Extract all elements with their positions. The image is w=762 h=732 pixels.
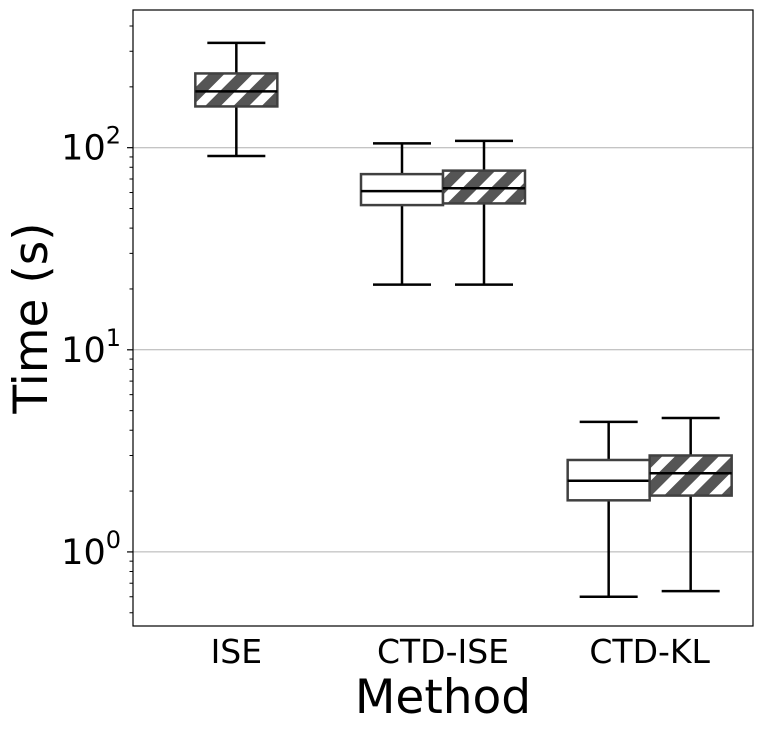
box-ctd-kl-hatched [648, 416, 733, 593]
box-iqr [194, 72, 279, 108]
y-axis-tick-labels: 100 101 102 [61, 122, 121, 573]
box-iqr [648, 454, 733, 497]
y-axis-label: Time (s) [4, 222, 59, 414]
box-ctd-kl-plain [566, 420, 651, 599]
box-iqr [359, 172, 445, 207]
y-tick-label: 100 [61, 526, 121, 573]
y-tick-label: 102 [61, 122, 121, 169]
y-tick-label: 101 [61, 324, 121, 371]
x-axis-label: Method [355, 670, 531, 725]
x-axis-tick-labels: ISE CTD-ISE CTD-KL [211, 632, 711, 671]
box-ctd-ise-plain [359, 142, 445, 286]
y-axis-ticks [127, 25, 133, 614]
plot-area-frame [132, 9, 754, 627]
box-ise-hatched [194, 41, 279, 158]
boxes [194, 41, 733, 599]
x-tick-label: CTD-KL [589, 632, 710, 671]
x-tick-label: CTD-ISE [377, 632, 509, 671]
x-tick-label: ISE [211, 632, 263, 671]
box-ctd-ise-hatched [441, 139, 527, 286]
